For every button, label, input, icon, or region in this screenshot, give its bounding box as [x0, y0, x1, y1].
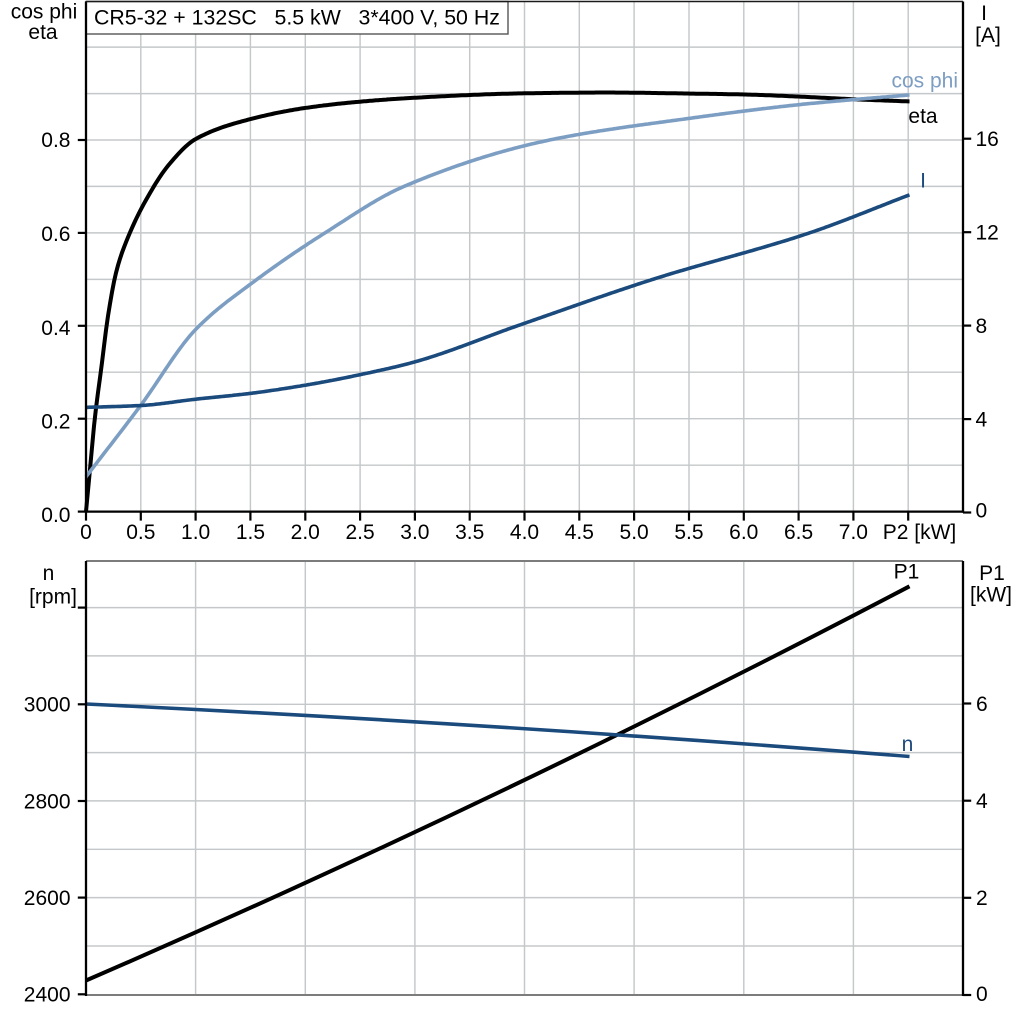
svg-text:P1: P1 — [979, 562, 1005, 585]
svg-text:7.0: 7.0 — [839, 521, 868, 544]
svg-text:0.2: 0.2 — [41, 410, 70, 433]
svg-text:6.0: 6.0 — [729, 521, 758, 544]
svg-text:4: 4 — [976, 408, 988, 431]
svg-text:3.5: 3.5 — [455, 521, 484, 544]
svg-text:cos phi: cos phi — [11, 0, 78, 23]
svg-text:2: 2 — [976, 887, 988, 910]
svg-text:P1: P1 — [894, 560, 920, 583]
svg-text:I: I — [920, 169, 926, 192]
svg-text:cos phi: cos phi — [891, 70, 958, 93]
svg-text:eta: eta — [908, 105, 938, 128]
svg-text:eta: eta — [28, 21, 58, 44]
svg-text:12: 12 — [976, 222, 999, 245]
svg-text:8: 8 — [976, 315, 988, 338]
svg-text:4.0: 4.0 — [510, 521, 539, 544]
svg-text:4.5: 4.5 — [565, 521, 594, 544]
svg-text:2600: 2600 — [24, 887, 71, 910]
svg-text:0.5: 0.5 — [126, 521, 155, 544]
svg-text:3.0: 3.0 — [400, 521, 429, 544]
svg-text:0: 0 — [80, 521, 92, 544]
svg-text:2400: 2400 — [24, 984, 71, 1007]
svg-text:6: 6 — [976, 693, 988, 716]
svg-text:[rpm]: [rpm] — [29, 586, 77, 609]
svg-text:0.4: 0.4 — [41, 317, 71, 340]
svg-text:[kW]: [kW] — [970, 584, 1012, 607]
svg-text:1.5: 1.5 — [236, 521, 265, 544]
svg-text:0: 0 — [976, 983, 988, 1006]
svg-text:0: 0 — [976, 500, 988, 523]
svg-text:0.0: 0.0 — [41, 504, 70, 527]
svg-text:P2 [kW]: P2 [kW] — [883, 521, 957, 544]
svg-text:5.0: 5.0 — [620, 521, 649, 544]
svg-text:I: I — [981, 2, 987, 25]
svg-text:1.0: 1.0 — [181, 521, 210, 544]
svg-text:[A]: [A] — [975, 24, 1001, 47]
svg-text:2800: 2800 — [24, 790, 71, 813]
svg-text:0.8: 0.8 — [41, 129, 70, 152]
svg-text:16: 16 — [976, 128, 999, 151]
svg-text:0.6: 0.6 — [41, 223, 70, 246]
svg-text:2.0: 2.0 — [291, 521, 320, 544]
svg-text:6.5: 6.5 — [784, 521, 813, 544]
svg-text:CR5-32 + 132SC 5.5 kW 3*40: CR5-32 + 132SC 5.5 kW 3*400 V, 50 Hz — [94, 5, 500, 29]
svg-text:2.5: 2.5 — [345, 521, 374, 544]
svg-text:5.5: 5.5 — [674, 521, 703, 544]
svg-text:4: 4 — [976, 790, 988, 813]
svg-text:n: n — [43, 562, 55, 585]
svg-text:n: n — [902, 733, 914, 756]
svg-text:3000: 3000 — [24, 694, 71, 717]
